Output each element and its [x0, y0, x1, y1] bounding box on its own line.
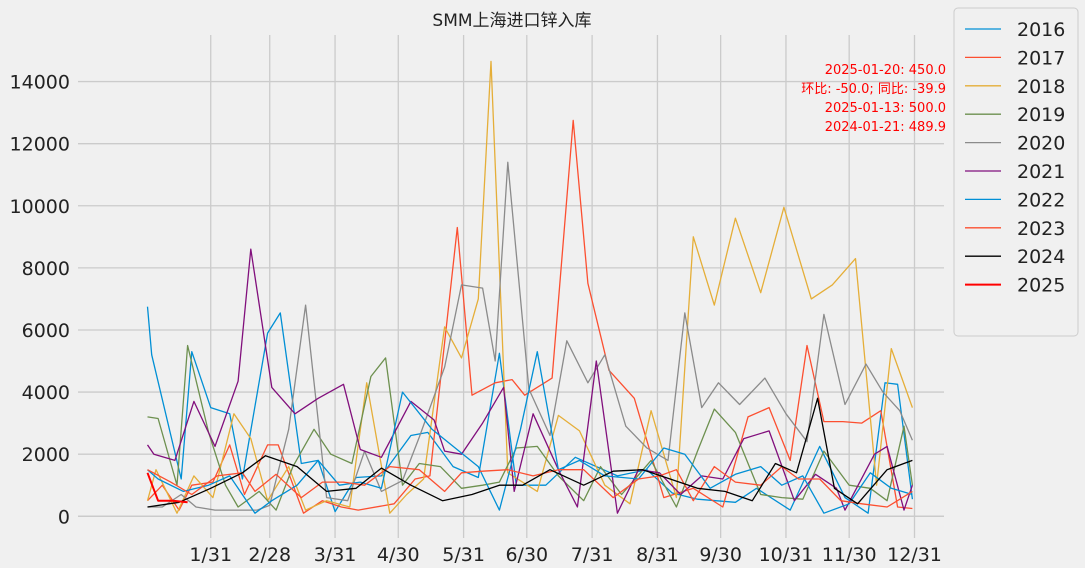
series-line-2018	[146, 60, 914, 514]
legend-label: 2021	[1017, 161, 1065, 183]
x-tick-label: 12/31	[887, 544, 942, 566]
legend: 2016 2017 2018 2019 2020 2021 2022 2023 2024 2025	[953, 7, 1079, 337]
legend-label: 2019	[1017, 104, 1065, 126]
annotation-line: 2025-01-20: 450.0	[825, 63, 946, 78]
series-line-2016	[146, 306, 914, 514]
series-line-2017	[147, 119, 913, 514]
x-tick-label: 4/30	[377, 544, 420, 566]
legend-label: 2017	[1017, 47, 1065, 69]
legend-label: 2024	[1017, 246, 1065, 268]
grid	[78, 35, 944, 538]
y-tick-label: 2000	[22, 444, 70, 466]
annotation: 2025-01-20: 450.0 环比: -50.0; 同比: -39.9 202…	[801, 63, 946, 135]
y-tick-label: 8000	[22, 258, 70, 280]
series-line-2020	[147, 161, 913, 511]
series-line-2021	[146, 248, 914, 514]
y-tick-labels: 0 2000 4000 6000 8000 10000 12000 14000	[10, 72, 70, 529]
x-tick-label: 8/31	[636, 544, 679, 566]
x-tick-label: 6/30	[505, 544, 548, 566]
annotation-line: 环比: -50.0; 同比: -39.9	[801, 82, 946, 97]
legend-label: 2018	[1017, 76, 1065, 98]
chart-title: SMM上海进口锌入库	[432, 11, 591, 31]
x-tick-label: 2/28	[248, 544, 291, 566]
x-tick-label: 5/31	[442, 544, 485, 566]
x-tick-labels: 1/31 2/28 3/31 4/30 5/31 6/30 7/31 8/31 9/30 10/3…	[189, 544, 941, 566]
legend-box	[953, 7, 1079, 337]
x-tick-label: 11/30	[822, 544, 877, 566]
series-lines	[146, 60, 914, 514]
x-tick-label: 10/31	[759, 544, 814, 566]
x-tick-label: 9/30	[699, 544, 742, 566]
legend-label: 2025	[1017, 275, 1065, 297]
x-tick-label: 3/31	[314, 544, 357, 566]
annotation-line: 2025-01-13: 500.0	[825, 101, 946, 116]
legend-label: 2022	[1017, 189, 1065, 211]
y-tick-label: 10000	[10, 196, 70, 218]
series-line-2025	[146, 472, 188, 504]
y-tick-label: 4000	[22, 382, 70, 404]
y-tick-label: 12000	[10, 134, 70, 156]
y-tick-label: 0	[58, 506, 70, 528]
series-line-2022	[147, 351, 913, 514]
x-tick-label: 7/31	[571, 544, 614, 566]
legend-label: 2016	[1017, 19, 1065, 41]
y-tick-label: 14000	[10, 72, 70, 94]
series-line-2024	[147, 397, 913, 508]
legend-label: 2023	[1017, 218, 1065, 240]
x-tick-label: 1/31	[189, 544, 232, 566]
y-tick-label: 6000	[22, 320, 70, 342]
series-line-2019	[147, 344, 914, 511]
series-line-2023	[147, 465, 913, 508]
annotation-line: 2024-01-21: 489.9	[825, 120, 946, 135]
legend-label: 2020	[1017, 133, 1065, 155]
